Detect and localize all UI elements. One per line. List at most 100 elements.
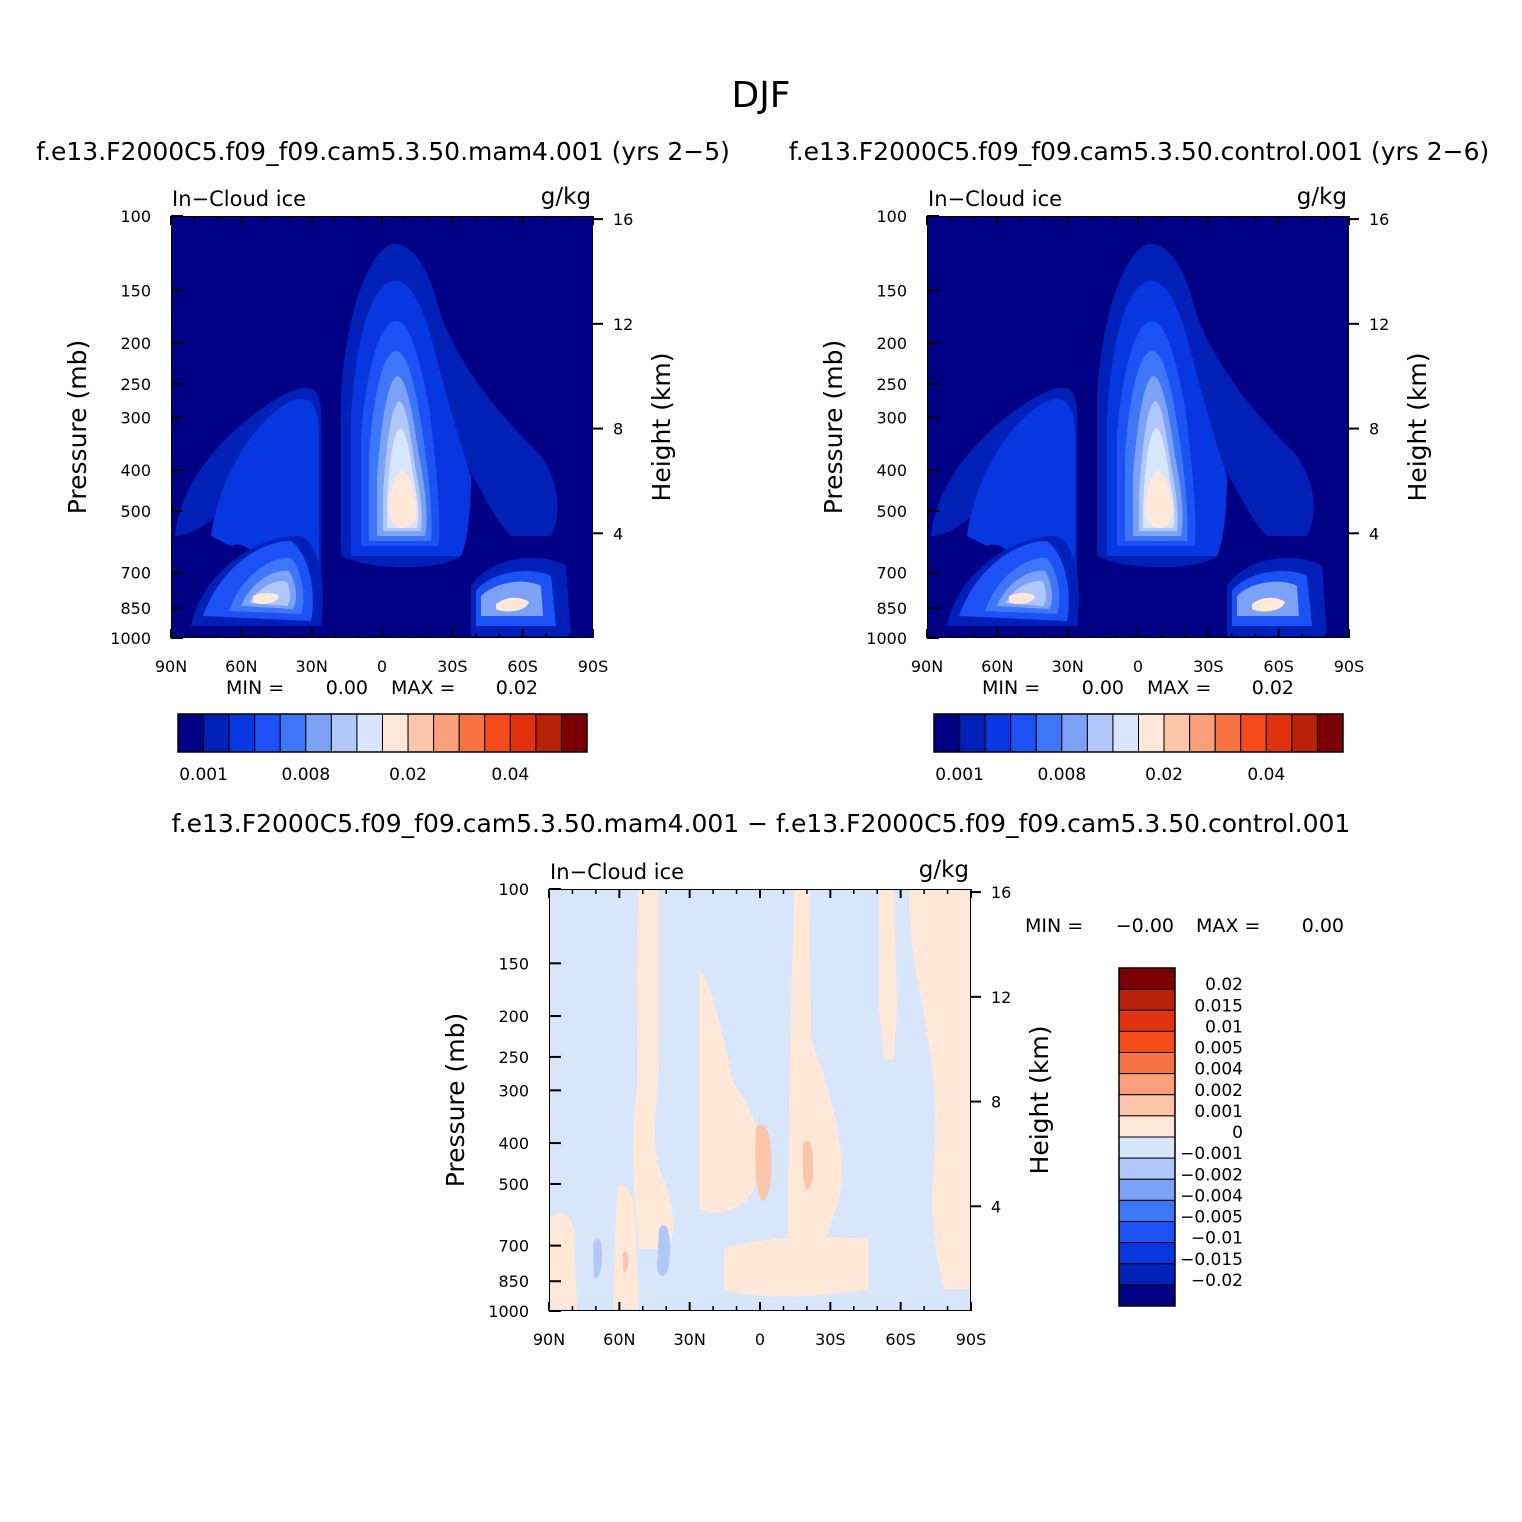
colorbar-box [1118,1284,1176,1307]
min-value-control: 0.00 [1082,677,1124,699]
colorbar-box [1138,713,1165,753]
colorbar-box [1118,1094,1176,1117]
x-tick-label: 60N [981,657,1013,676]
colorbar-frame [933,713,1344,753]
colorbar-frame [1118,967,1176,1307]
max-label-control: MAX = [1147,677,1211,699]
max-value-control: 0.02 [1252,677,1294,699]
colorbar-label: 0.008 [1037,765,1086,785]
colorbar-label: 0.004 [1194,1060,1243,1080]
colorbar-label: 0.005 [1194,1039,1243,1059]
min-label-control: MIN = [982,677,1040,699]
x-tick-label: 90N [911,657,943,676]
colorbar-box [1010,713,1037,753]
colorbar-box [509,713,537,753]
colorbar-box [203,713,230,753]
x-tick-label: 0 [755,1330,765,1349]
x-tick-label: 30N [1052,657,1084,676]
colorbar-box [535,713,562,753]
y-tick-label: 500 [120,502,151,521]
y-tick-label: 250 [876,375,907,394]
colorbar-label: 0.01 [1205,1017,1243,1037]
x-tick-label: 90S [1334,657,1365,676]
x-tick-label: 60S [1263,657,1294,676]
colorbar-control: 0.001 0.008 0.02 0.04 [933,713,1344,785]
panel-title-diff: f.e13.F2000C5.f09_f09.cam5.3.50.mam4.001… [172,809,1351,838]
colorbar-box [1265,713,1293,753]
contours-control [931,243,1327,636]
min-value-mam4: 0.00 [326,677,368,699]
colorbar-label: 0.02 [1205,975,1243,995]
axes-mam4: 90N 60N 30N 0 30S 60S 90S 100 150 200 250 300 400 500… [63,184,676,676]
colorbar-box [1118,1052,1176,1075]
colorbar-box [407,713,435,753]
x-tick-label: 0 [1133,657,1143,676]
field-mam4 [171,216,593,638]
colorbar-box [1118,988,1176,1011]
x-tick-label: 90S [578,657,609,676]
y-tick-label: 400 [498,1134,529,1153]
y-axis-label: Pressure (mb) [63,340,92,514]
colorbar-box [1118,1073,1176,1096]
min-label-diff: MIN = [1025,915,1083,937]
y2-tick-label: 8 [991,1093,1001,1112]
variable-label: In−Cloud ice [928,187,1062,211]
y-axis-label: Pressure (mb) [819,340,848,514]
x-tick-label: 30N [296,657,328,676]
x-tick-label: 90S [956,1330,987,1349]
y-tick-label: 100 [120,207,151,226]
y-tick-label: 1000 [110,629,151,648]
colorbar-box [1118,1009,1176,1032]
colorbar-box [279,713,307,753]
colorbar-label: −0.01 [1191,1229,1243,1249]
colorbar-label: 0.002 [1194,1081,1243,1101]
colorbar-box [933,713,961,753]
y2-tick-label: 16 [991,883,1011,902]
colorbar-label: 0.02 [1145,765,1183,785]
y-tick-label: 300 [876,408,907,427]
y-tick-label: 150 [120,281,151,300]
variable-label: In−Cloud ice [550,860,684,884]
colorbar-box [1214,713,1242,753]
min-value-diff: −0.00 [1116,915,1174,937]
colorbar-label: −0.004 [1180,1186,1243,1206]
colorbar-label: −0.002 [1180,1165,1243,1185]
colorbar-label: 0 [1232,1123,1243,1143]
x-tick-label: 60S [885,1330,916,1349]
y-tick-label: 400 [876,461,907,480]
colorbar-box [1291,713,1318,753]
colorbar-box [356,713,383,753]
colorbar-box [305,713,332,753]
field-control [927,216,1349,638]
y2-axis-label: Height (km) [1025,1026,1054,1175]
y-tick-label: 100 [498,880,529,899]
y-tick-label: 850 [120,599,151,618]
min-label-mam4: MIN = [226,677,284,699]
y-tick-label: 500 [498,1175,529,1194]
colorbar-box [228,713,256,753]
colorbar-label: −0.02 [1191,1271,1243,1291]
colorbar-box [1118,1115,1176,1138]
y2-tick-label: 4 [613,524,623,543]
colorbar-box [1118,967,1176,990]
figure-title: DJF [731,75,790,116]
y-tick-label: 850 [498,1272,529,1291]
colorbar-mam4: 0.001 0.008 0.02 0.04 [177,713,588,785]
colorbar-box [984,713,1012,753]
y-tick-label: 200 [876,334,907,353]
colorbar-frame [177,713,588,753]
colorbar-label: −0.005 [1180,1208,1243,1228]
y-tick-label: 300 [498,1081,529,1100]
y-tick-label: 150 [876,281,907,300]
colorbar-box [1118,1263,1176,1286]
colorbar-diff: 0.020.0150.010.0050.0040.0020.0010−0.001… [1118,967,1243,1307]
axes-diff: 90N 60N 30N 0 30S 60S 90S 100 150 200 250 300 400 500… [441,857,1054,1349]
colorbar-box [330,713,358,753]
y-tick-label: 200 [120,334,151,353]
colorbar-box [1240,713,1267,753]
y-axis-label: Pressure (mb) [441,1013,470,1187]
y-tick-label: 250 [498,1048,529,1067]
contours-mam4 [175,243,571,636]
y2-tick-label: 12 [991,988,1011,1007]
y-tick-label: 700 [120,564,151,583]
